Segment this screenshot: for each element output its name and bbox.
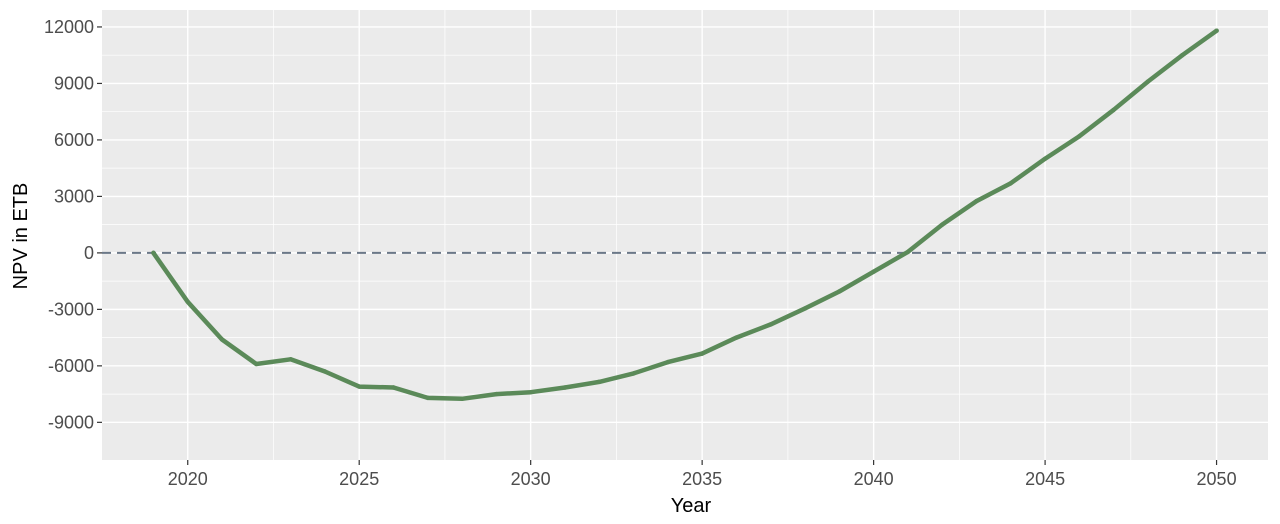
x-tick-label: 2025 bbox=[339, 469, 379, 489]
y-axis-ticks: -9000 -6000 -3000 0 3000 6000 9000 12000 bbox=[44, 17, 102, 432]
y-tick-label: -9000 bbox=[48, 412, 94, 432]
y-tick-label: 9000 bbox=[54, 73, 94, 93]
data-point bbox=[219, 337, 225, 342]
data-point bbox=[631, 371, 636, 376]
data-point bbox=[699, 351, 705, 356]
data-point bbox=[562, 385, 568, 390]
data-point bbox=[974, 198, 979, 204]
x-axis-title: Year bbox=[671, 495, 712, 517]
y-tick-label: 6000 bbox=[54, 130, 94, 150]
data-point bbox=[1145, 79, 1151, 84]
data-point bbox=[905, 249, 911, 255]
data-point bbox=[528, 390, 533, 395]
series-layer bbox=[151, 28, 1219, 402]
data-point bbox=[597, 379, 602, 385]
data-point bbox=[288, 357, 293, 362]
x-tick-label: 2030 bbox=[511, 469, 551, 489]
data-point bbox=[425, 395, 430, 401]
data-point bbox=[940, 222, 945, 227]
data-point bbox=[1111, 107, 1116, 112]
x-tick-label: 2045 bbox=[1025, 469, 1065, 489]
npv-series-line bbox=[151, 28, 1219, 402]
data-point bbox=[151, 250, 156, 256]
x-tick-label: 2040 bbox=[854, 469, 894, 489]
x-tick-label: 2035 bbox=[682, 469, 722, 489]
data-point bbox=[837, 289, 842, 294]
data-point bbox=[871, 269, 876, 274]
data-point bbox=[802, 306, 808, 311]
x-axis-ticks: 2020 2025 2030 2035 2040 2045 2050 bbox=[168, 460, 1237, 489]
data-point bbox=[665, 359, 671, 365]
data-point bbox=[768, 322, 773, 327]
y-tick-label: 3000 bbox=[54, 186, 94, 206]
data-point bbox=[494, 391, 499, 397]
y-tick-label: -6000 bbox=[48, 356, 94, 376]
data-point bbox=[1008, 181, 1013, 186]
data-point bbox=[1077, 133, 1082, 139]
x-tick-label: 2020 bbox=[168, 469, 208, 489]
grid-lines bbox=[102, 10, 1268, 460]
data-point bbox=[1180, 52, 1185, 58]
y-tick-label: 0 bbox=[84, 243, 94, 263]
x-tick-label: 2050 bbox=[1197, 469, 1237, 489]
data-point bbox=[734, 335, 739, 340]
y-tick-label: 12000 bbox=[44, 17, 94, 37]
data-point bbox=[322, 369, 328, 374]
data-point bbox=[1042, 156, 1048, 161]
plot-panel bbox=[102, 10, 1268, 460]
y-tick-label: -3000 bbox=[48, 299, 94, 319]
data-point bbox=[357, 384, 362, 389]
data-point bbox=[1214, 28, 1219, 33]
y-axis-title: NPV in ETB bbox=[10, 183, 32, 290]
data-point bbox=[254, 361, 259, 367]
data-point bbox=[391, 385, 396, 390]
data-point bbox=[459, 396, 465, 402]
data-point bbox=[185, 299, 190, 305]
